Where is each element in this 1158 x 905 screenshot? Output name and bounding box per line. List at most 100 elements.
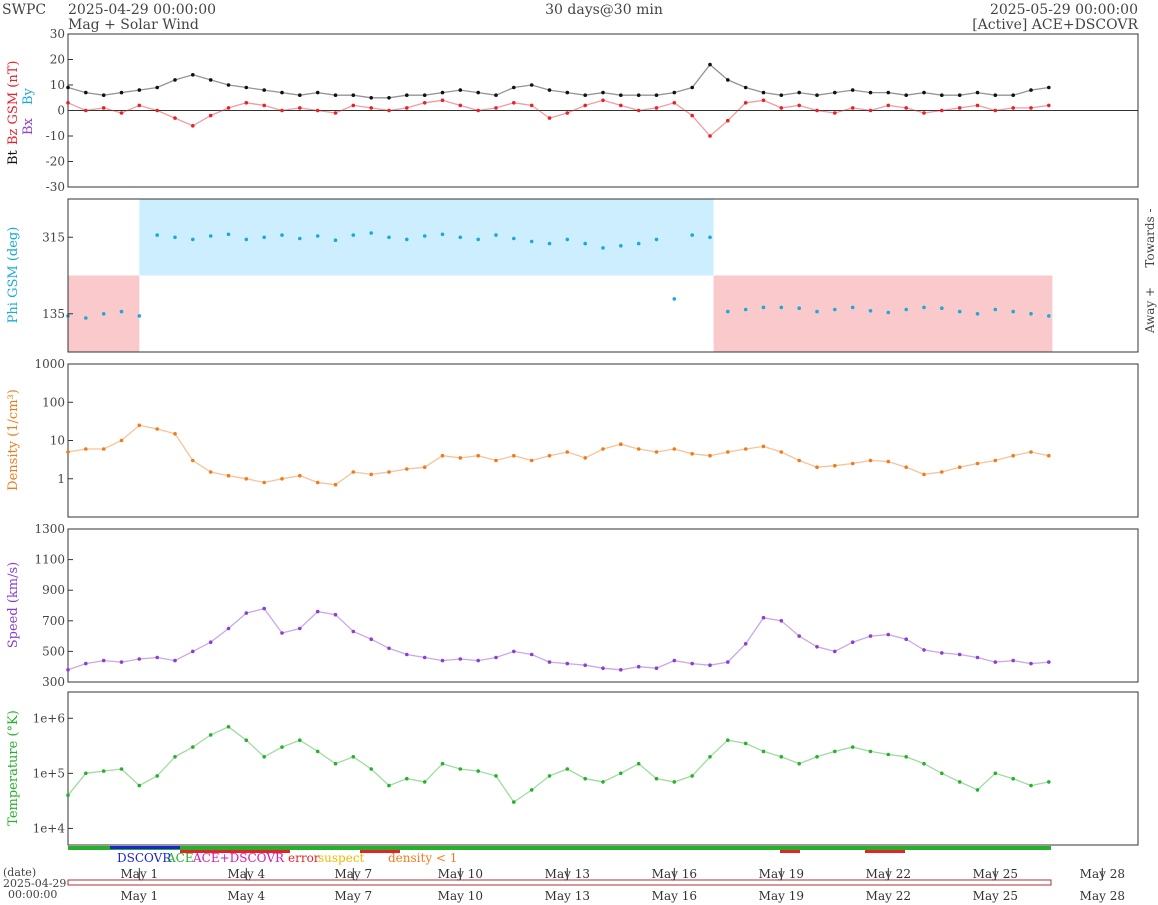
speed-y-tick-label: 1100	[34, 553, 65, 567]
speed-line	[67, 607, 1049, 671]
phi-point	[922, 305, 926, 310]
temperature-point	[672, 780, 677, 784]
density-point	[868, 458, 873, 463]
density-point	[351, 470, 356, 474]
mag-ylabel: Bt Bz GSM (nT) Bx By	[6, 61, 36, 165]
speed-y-tick-label: 900	[42, 583, 65, 597]
density-y-tick-label: 100	[42, 395, 65, 409]
date-tick-label-top: May 22	[866, 867, 911, 881]
bt-point	[957, 93, 962, 97]
density-point	[779, 450, 784, 454]
bt-point	[529, 83, 534, 87]
speed-point	[868, 634, 873, 638]
speed-point	[512, 649, 516, 654]
temperature-panel-marks: 1e+4 1e+5 1e+6	[33, 711, 1051, 835]
density-point	[369, 472, 374, 477]
temperature-point	[904, 755, 908, 759]
bz-point	[672, 101, 677, 105]
date-tick-label-bottom: May 19	[759, 889, 804, 903]
phi-point	[636, 241, 641, 246]
bz-point	[458, 103, 463, 108]
speed-point	[405, 652, 409, 657]
bt-point	[833, 90, 837, 95]
bz-label: Bz GSM (nT)	[6, 61, 21, 145]
date-tick-label-top: May 1	[120, 867, 158, 881]
bz-point	[940, 108, 944, 113]
density-point	[565, 450, 570, 454]
bz-point	[226, 106, 231, 110]
density-point	[636, 447, 641, 451]
speed-point	[904, 637, 908, 641]
bz-point	[208, 113, 213, 118]
temperature-point	[993, 771, 998, 776]
temperature-y-tick-label: 1e+6	[33, 711, 65, 725]
speed-point	[351, 629, 356, 634]
bt-point	[191, 73, 195, 77]
bz-point	[119, 111, 124, 115]
date-tick-label-top: May 7	[334, 867, 372, 881]
density-point	[547, 453, 552, 458]
bt-point	[440, 90, 445, 95]
density-point	[815, 465, 819, 470]
density-point	[173, 432, 177, 436]
speed-point	[583, 663, 587, 667]
bt-point	[405, 93, 409, 97]
phi-point	[672, 297, 677, 301]
bt-point	[1011, 93, 1015, 97]
bt-point	[993, 93, 998, 97]
phi-point	[369, 231, 374, 235]
bt-point	[743, 85, 748, 90]
speed-point	[84, 661, 88, 666]
mag-y-tick-label: -30	[46, 180, 65, 194]
temperature-point	[761, 749, 766, 754]
bz-line	[67, 99, 1049, 137]
density-panel: 1 10 100 1000 Density (1/cm³)	[6, 357, 1139, 518]
away-sector	[713, 275, 1053, 352]
phi-point	[779, 305, 784, 310]
density-point	[405, 467, 409, 471]
bt-point	[601, 90, 605, 95]
bt-point	[797, 90, 801, 95]
mag-y-tick-label: -10	[46, 129, 65, 143]
temperature-point	[743, 741, 748, 746]
speed-point	[726, 660, 730, 664]
phi-point	[1011, 309, 1015, 314]
bz-point	[369, 106, 374, 110]
phi-point	[993, 307, 998, 312]
date-tick-label-bottom: May 7	[334, 889, 372, 903]
temperature-point	[244, 738, 249, 742]
temperature-point	[84, 771, 88, 776]
speed-point	[815, 645, 819, 649]
bt-point	[315, 90, 320, 95]
bt-point	[476, 90, 481, 95]
bt-point	[940, 93, 944, 97]
density-point	[529, 458, 534, 463]
temperature-point	[726, 738, 730, 742]
density-point	[601, 447, 605, 451]
status-strip	[68, 846, 1051, 853]
bz-point	[922, 111, 926, 115]
bt-point	[101, 93, 106, 97]
plot-title: Mag + Solar Wind	[68, 17, 199, 33]
end-datetime: 2025-05-29 00:00:00	[990, 2, 1138, 18]
temperature-point	[1011, 776, 1015, 781]
speed-panel-marks: 300 500 700 900 1100 1300	[34, 522, 1051, 689]
bz-point	[494, 106, 498, 110]
bt-point	[975, 90, 980, 95]
speed-point	[957, 652, 962, 657]
temperature-point	[226, 725, 231, 729]
phi-panel: 135 315 Phi GSM (deg) Towards - Away +	[6, 198, 1157, 353]
phi-point	[458, 235, 463, 240]
temperature-point	[1047, 780, 1051, 784]
start-date-label: 2025-04-29	[3, 877, 66, 890]
phi-point	[726, 309, 730, 314]
speed-point	[797, 634, 801, 638]
legend-density-lt1: density < 1	[388, 851, 457, 865]
phi-point	[886, 310, 891, 315]
speed-point	[119, 660, 124, 664]
bz-point	[636, 108, 641, 113]
phi-point	[173, 235, 177, 240]
phi-point	[761, 305, 766, 310]
date-tick-label-top: May 13	[545, 867, 590, 881]
